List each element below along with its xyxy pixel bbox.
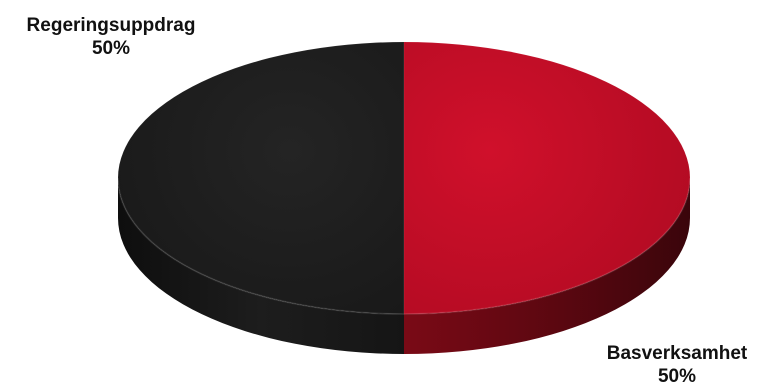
pie-rim-highlight xyxy=(117,177,691,315)
slice-label-regeringsuppdrag-value: 50% xyxy=(91,38,131,59)
slice-label-basverksamhet: Basverksamhet 50% xyxy=(586,342,768,388)
slice-label-basverksamhet-name: Basverksamhet xyxy=(606,343,748,364)
pie-slice-regeringsuppdrag xyxy=(117,41,405,315)
slice-label-regeringsuppdrag-name: Regeringsuppdrag xyxy=(26,15,196,36)
pie-side-faces xyxy=(118,178,690,354)
slice-label-regeringsuppdrag: Regeringsuppdrag 50% xyxy=(6,14,216,60)
pie-slice-basverksamhet xyxy=(403,41,691,315)
pie-side-basverksamhet xyxy=(404,178,690,354)
slice-label-basverksamhet-value: 50% xyxy=(657,366,697,387)
pie-side-regeringsuppdrag xyxy=(118,178,404,354)
pie-top-faces xyxy=(117,41,691,315)
